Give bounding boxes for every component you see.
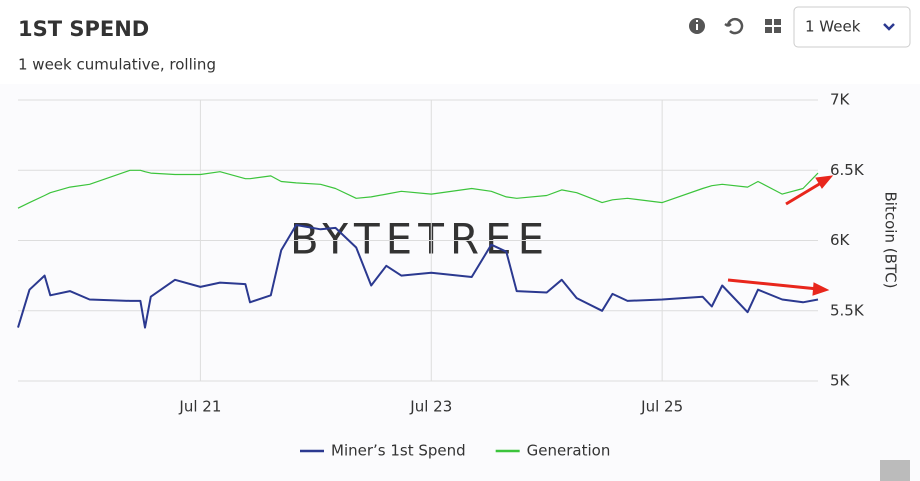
- series-line: [17, 224, 819, 329]
- info-icon-mark: [696, 24, 698, 30]
- chart-subtitle: 1 week cumulative, rolling: [18, 56, 216, 74]
- grid-icon[interactable]: [765, 19, 781, 33]
- scroll-button[interactable]: [880, 460, 910, 481]
- x-tick-label: Jul 23: [409, 398, 452, 416]
- period-dropdown[interactable]: [793, 6, 911, 48]
- y-tick-label: 7K: [830, 91, 851, 109]
- plot-background: [0, 84, 920, 481]
- y-tick-label: 5.5K: [830, 301, 865, 319]
- dropdown-arrow: [883, 23, 895, 31]
- y-tick-label: 5K: [830, 372, 851, 390]
- x-tick-label: Jul 21: [178, 398, 221, 416]
- annotation-arrows: [727, 175, 834, 296]
- y-tick-label: 6K: [830, 231, 851, 249]
- period-label: 1 Week: [805, 18, 861, 36]
- series-line: [17, 169, 819, 209]
- x-tick-label: Jul 25: [640, 398, 683, 416]
- legend-label: Generation: [527, 442, 611, 460]
- y-tick-label: 6.5K: [830, 161, 865, 179]
- refresh-icon[interactable]: [724, 17, 744, 35]
- chart-title: 1ST SPEND: [18, 17, 149, 41]
- y-axis-label: Bitcoin (BTC): [882, 192, 900, 289]
- legend-label: Miner’s 1st Spend: [331, 442, 466, 460]
- info-icon-dot: [696, 20, 698, 22]
- watermark: BYTETREE: [290, 215, 550, 264]
